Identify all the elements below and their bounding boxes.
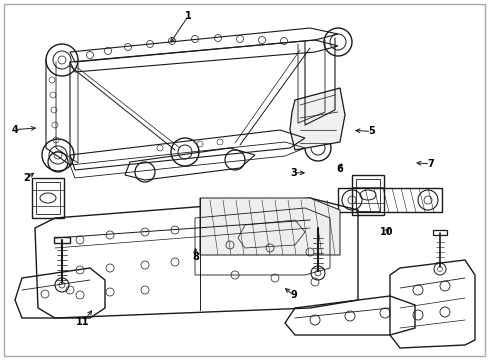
Text: 5: 5 — [367, 126, 374, 136]
Text: 6: 6 — [336, 164, 343, 174]
Text: 1: 1 — [184, 11, 191, 21]
Polygon shape — [200, 198, 339, 255]
Text: 4: 4 — [11, 125, 18, 135]
Polygon shape — [289, 88, 345, 150]
Text: 3: 3 — [289, 168, 296, 178]
Text: 7: 7 — [426, 159, 433, 169]
Text: 11: 11 — [76, 317, 90, 327]
Text: 2: 2 — [23, 173, 30, 183]
Text: 9: 9 — [289, 290, 296, 300]
Text: 10: 10 — [379, 227, 392, 237]
Text: 8: 8 — [192, 252, 199, 262]
